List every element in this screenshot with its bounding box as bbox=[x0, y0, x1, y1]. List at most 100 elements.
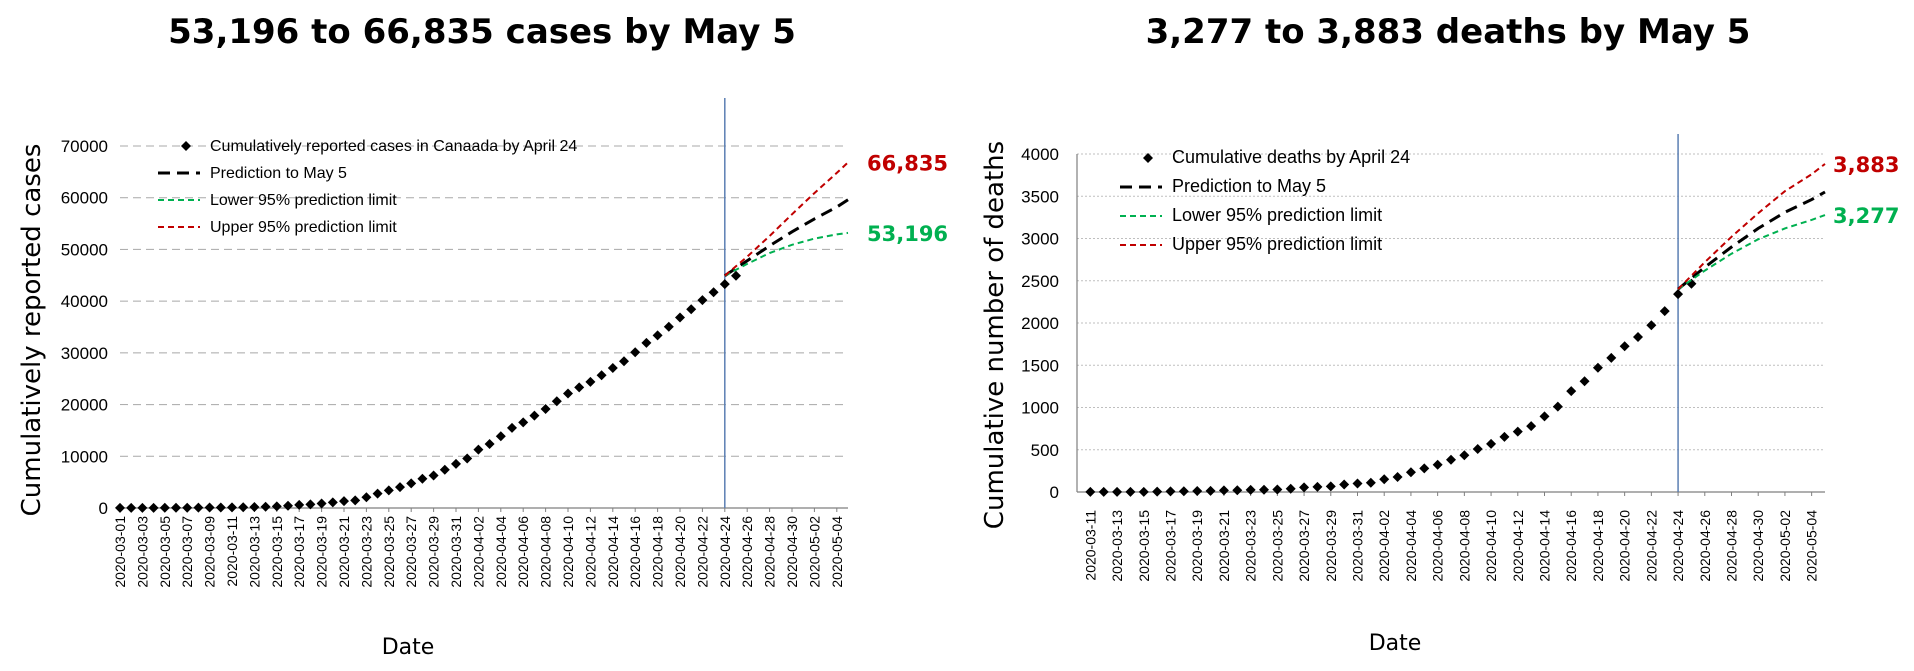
deaths-legend-label: Upper 95% prediction limit bbox=[1172, 234, 1382, 254]
deaths-data-point bbox=[1392, 471, 1403, 482]
cases-data-point bbox=[540, 404, 551, 415]
cases-data-point bbox=[260, 501, 271, 512]
deaths-end-annotation: 3,277 bbox=[1833, 204, 1899, 228]
cases-data-point bbox=[439, 464, 450, 475]
cases-legend: Cumulatively reported cases in Canaada b… bbox=[158, 138, 577, 236]
cases-x-tick-label: 2020-04-30 bbox=[784, 516, 800, 588]
deaths-data-point bbox=[1245, 484, 1256, 495]
deaths-data-point bbox=[1178, 486, 1189, 497]
deaths-data-point bbox=[1432, 459, 1443, 470]
deaths-x-tick-label: 2020-03-17 bbox=[1163, 510, 1179, 582]
cases-x-tick-label: 2020-03-21 bbox=[336, 516, 352, 588]
deaths-y-tick-label: 1500 bbox=[1021, 356, 1059, 375]
deaths-series-upper-95-prediction-limit bbox=[1677, 163, 1826, 290]
deaths-data-point bbox=[1405, 467, 1416, 478]
deaths-data-point bbox=[1299, 482, 1310, 493]
deaths-data-point bbox=[1446, 454, 1456, 465]
deaths-tick-labels: 0 500 1000 1500 2000 2500 3000 3500 4000 2020-03-… bbox=[1021, 145, 1819, 582]
cases-data-point bbox=[339, 496, 349, 507]
cases-x-tick-label: 2020-04-22 bbox=[694, 516, 710, 588]
cases-x-tick-label: 2020-04-14 bbox=[605, 516, 621, 588]
cases-data-point bbox=[630, 347, 641, 358]
deaths-data-point bbox=[1125, 486, 1136, 497]
deaths-x-tick-label: 2020-03-11 bbox=[1082, 510, 1098, 581]
deaths-data-point bbox=[1633, 332, 1643, 343]
deaths-x-axis-label: Date bbox=[1369, 631, 1422, 656]
deaths-data-point bbox=[1339, 479, 1350, 490]
deaths-annotations: 3,883 3,277 bbox=[1833, 153, 1899, 228]
cases-data-point bbox=[652, 330, 663, 341]
deaths-y-tick-label: 2500 bbox=[1021, 272, 1059, 291]
deaths-x-tick-label: 2020-04-10 bbox=[1483, 510, 1499, 582]
deaths-x-tick-label: 2020-04-12 bbox=[1510, 510, 1526, 582]
deaths-x-tick-label: 2020-03-15 bbox=[1136, 510, 1152, 582]
deaths-x-tick-label: 2020-04-08 bbox=[1456, 510, 1472, 582]
cases-data-point bbox=[271, 501, 282, 512]
deaths-data-point bbox=[1459, 450, 1470, 461]
cases-x-tick-label: 2020-04-20 bbox=[672, 516, 688, 588]
deaths-x-tick-label: 2020-04-02 bbox=[1376, 510, 1392, 582]
deaths-x-tick-label: 2020-03-13 bbox=[1109, 510, 1125, 582]
cases-data-point bbox=[159, 502, 170, 513]
deaths-data-point bbox=[1659, 306, 1670, 317]
deaths-y-axis-label: Cumulative number of deaths bbox=[980, 141, 1010, 529]
deaths-data-point bbox=[1646, 320, 1657, 331]
cases-data-point bbox=[350, 495, 361, 506]
deaths-data-point bbox=[1579, 376, 1590, 387]
cases-tick-labels: 0 10000 20000 30000 40000 50000 60000 70000 2020… bbox=[61, 137, 845, 588]
cases-data-point bbox=[484, 439, 495, 450]
deaths-x-tick-label: 2020-04-14 bbox=[1537, 510, 1553, 582]
cases-data-point bbox=[731, 270, 741, 281]
deaths-y-tick-label: 3500 bbox=[1021, 187, 1059, 206]
deaths-data-point bbox=[1552, 401, 1563, 412]
deaths-data-point bbox=[1512, 426, 1523, 437]
cases-x-tick-label: 2020-03-27 bbox=[403, 516, 419, 588]
cases-x-tick-label: 2020-04-18 bbox=[650, 516, 666, 588]
cases-legend-label: Cumulatively reported cases in Canaada b… bbox=[210, 138, 577, 155]
cases-data-point bbox=[551, 396, 562, 407]
deaths-y-tick-label: 2000 bbox=[1021, 314, 1059, 333]
cases-y-tick-label: 30000 bbox=[61, 344, 108, 363]
cases-data-point bbox=[607, 363, 618, 374]
deaths-x-tick-label: 2020-03-27 bbox=[1296, 510, 1312, 582]
cases-data-point bbox=[686, 304, 697, 315]
deaths-data-point bbox=[1606, 352, 1617, 363]
chart-title-cases: 53,196 to 66,835 cases by May 5 bbox=[168, 12, 796, 52]
cases-data-point bbox=[708, 287, 719, 298]
deaths-data-point bbox=[1486, 438, 1497, 449]
cases-x-tick-label: 2020-03-05 bbox=[157, 516, 173, 588]
deaths-data-point bbox=[1352, 478, 1363, 489]
deaths-x-tick-label: 2020-05-04 bbox=[1804, 510, 1820, 582]
cases-legend-marker bbox=[181, 141, 191, 151]
cases-x-axis-label: Date bbox=[382, 635, 435, 660]
deaths-data-point bbox=[1379, 474, 1390, 485]
cases-data-point bbox=[305, 499, 316, 510]
cases-data-point bbox=[473, 444, 484, 455]
cases-legend-label: Lower 95% prediction limit bbox=[210, 192, 397, 209]
cases-x-tick-label: 2020-03-19 bbox=[314, 516, 330, 588]
deaths-data-point bbox=[1138, 486, 1149, 497]
cases-data-point bbox=[518, 417, 529, 428]
deaths-x-tick-label: 2020-03-29 bbox=[1323, 510, 1339, 582]
deaths-legend-label: Cumulative deaths by April 24 bbox=[1172, 147, 1410, 167]
deaths-end-annotation: 3,883 bbox=[1833, 153, 1899, 177]
cases-data-point bbox=[283, 500, 293, 511]
deaths-x-tick-label: 2020-03-31 bbox=[1350, 510, 1366, 582]
cases-legend-label: Prediction to May 5 bbox=[210, 165, 347, 182]
cases-x-tick-label: 2020-04-04 bbox=[493, 516, 509, 588]
deaths-x-tick-label: 2020-03-21 bbox=[1216, 510, 1232, 582]
cases-x-tick-label: 2020-03-13 bbox=[246, 516, 262, 588]
cases-end-annotation: 66,835 bbox=[867, 151, 948, 175]
cases-annotations: 66,835 53,196 bbox=[867, 151, 948, 246]
deaths-x-tick-label: 2020-04-20 bbox=[1617, 510, 1633, 582]
cases-x-tick-label: 2020-03-03 bbox=[134, 516, 150, 588]
cases-data-point bbox=[126, 502, 137, 513]
deaths-y-tick-label: 0 bbox=[1050, 483, 1059, 502]
cases-x-tick-label: 2020-03-15 bbox=[269, 516, 285, 588]
chart-title-deaths: 3,277 to 3,883 deaths by May 5 bbox=[1145, 12, 1751, 52]
cases-data-point bbox=[204, 502, 215, 513]
deaths-axes bbox=[1076, 154, 1825, 493]
cases-x-tick-label: 2020-03-01 bbox=[112, 516, 128, 588]
deaths-series bbox=[1085, 163, 1826, 497]
deaths-data-point bbox=[1419, 463, 1430, 474]
